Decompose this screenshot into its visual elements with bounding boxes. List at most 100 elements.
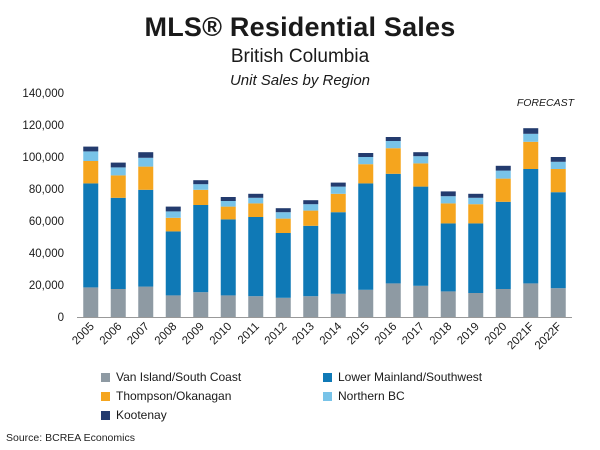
bar-segment [83,161,99,184]
bar-segment [385,137,401,141]
x-tick-label: 2006 [98,321,125,348]
bar-segment [110,289,126,317]
bar-segment [330,193,346,213]
bar-segment [413,163,429,187]
bar-segment [440,191,456,197]
bar-segment [523,133,539,142]
bar-segment [385,173,401,284]
bar-segment [440,203,456,224]
bar-segment [220,201,236,207]
bar-segment [275,212,291,219]
bar-segment [413,156,429,164]
bar-segment [495,289,511,317]
bar-segment [468,293,484,317]
bar-segment [358,164,374,184]
bar-segment [468,204,484,224]
bar-segment [248,217,264,297]
bar-segment [165,206,181,212]
bar-segment [330,182,346,187]
bar-segment [83,146,99,152]
bar-segment [138,157,154,167]
x-tick-label: 2022F [533,321,565,353]
bar-segment [193,292,209,317]
bar-segment [83,183,99,288]
bar-segment [165,231,181,296]
y-tick-label: 100,000 [22,152,64,164]
x-tick-label: 2021F [505,321,537,353]
bar-segment [523,169,539,284]
forecast-label: FORECAST [517,97,576,109]
bar-segment [330,212,346,294]
bar-segment [495,170,511,179]
y-tick-label: 80,000 [29,184,64,196]
chart-subtitle: British Columbia [230,46,370,67]
x-tick-label: 2018 [428,321,455,348]
bar-segment [550,288,566,317]
bar-segment [220,206,236,220]
bar-segment [550,192,566,289]
bar-segment [138,166,154,190]
bar-segment [358,157,374,165]
bar-segment [303,225,319,297]
bar-segment [193,184,209,190]
bar-segment [193,205,209,293]
x-tick-label: 2007 [125,321,152,348]
bar-segment [138,189,154,287]
x-tick-label: 2008 [153,321,180,348]
bar-segment [275,218,291,233]
x-tick-label: 2011 [236,321,262,347]
bar-segment [165,217,181,232]
bar-segment [413,186,429,286]
bar-segment [303,210,319,226]
bar-segment [110,197,126,289]
y-tick-label: 120,000 [22,120,64,132]
y-tick-label: 60,000 [29,216,64,228]
x-tick-label: 2005 [70,321,97,348]
bar-segment [358,153,374,157]
bar-segment [165,211,181,218]
y-tick-label: 40,000 [29,248,64,260]
bar-segment [248,203,264,217]
x-tick-label: 2016 [373,321,400,348]
bar-segment [358,183,374,290]
bar-segment [248,193,264,198]
y-tick-label: 0 [58,312,64,324]
y-tick-label: 20,000 [29,280,64,292]
bar-segment [110,162,126,168]
bar-segment [385,141,401,149]
bar-segment [440,291,456,317]
bar-segment [138,286,154,317]
bar-segment [385,283,401,317]
chart-title: MLS® Residential Sales [144,12,456,42]
bar-segment [413,285,429,317]
chart-subtitle-units: Unit Sales by Region [229,72,371,89]
bar-segment [495,201,511,289]
bar-segment [495,178,511,202]
bar-segment [275,297,291,317]
bar-segment [550,169,566,193]
bar-segment [330,293,346,317]
source-note: Source: BCREA Economics [6,432,135,444]
bar-segment [495,165,511,171]
x-tick-label: 2017 [400,321,427,348]
y-tick-label: 140,000 [22,88,64,100]
bar-segment [193,189,209,205]
bar-segment [220,295,236,317]
bar-segment [303,296,319,317]
bar-segment [523,141,539,169]
x-tick-label: 2014 [318,320,345,347]
bar-segment [358,289,374,317]
bar-segment [330,186,346,194]
bar-segment [275,233,291,298]
bar-segment [523,283,539,317]
bar-segment [303,204,319,211]
x-tick-label: 2013 [290,321,317,348]
bar-segment [523,128,539,134]
bar-segment [220,197,236,201]
bar-segment [468,197,484,205]
bar-segment [303,200,319,205]
bar-segment [440,223,456,292]
bar-segment [138,152,154,158]
bar-segment [248,296,264,317]
